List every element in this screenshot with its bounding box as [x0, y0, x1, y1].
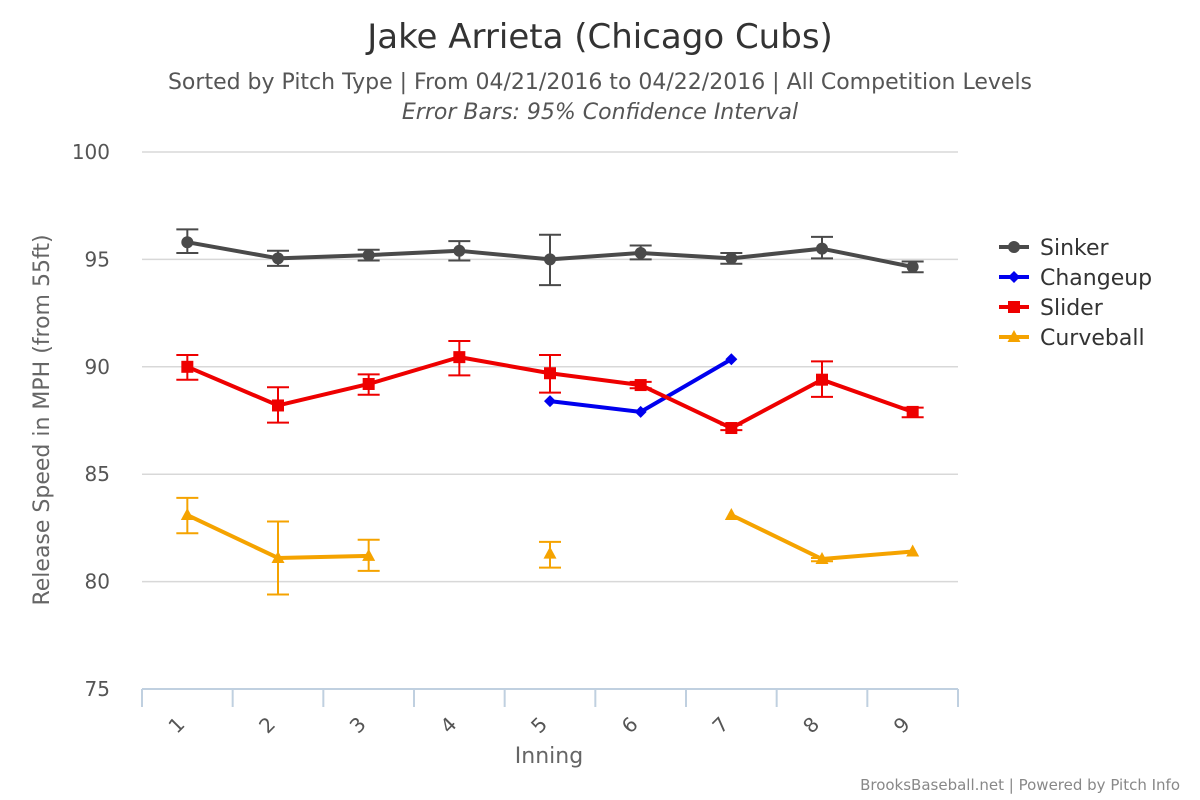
legend: Sinker Changeup Slider Curveball [999, 236, 1152, 351]
sinker-point[interactable] [181, 236, 194, 249]
slider-point[interactable] [906, 405, 919, 418]
x-tick-label-2: 2 [254, 712, 280, 738]
x-tick-label-7: 7 [707, 712, 733, 738]
y-tick-label-95: 95 [85, 247, 110, 271]
y-tick-label-75: 75 [85, 677, 110, 701]
changeup-point[interactable] [544, 395, 556, 408]
curveball-point[interactable] [906, 544, 920, 557]
sinker-point[interactable] [272, 252, 284, 265]
legend-label-changeup: Changeup [1040, 266, 1152, 291]
sinker-point[interactable] [906, 260, 919, 273]
x-tick-label-6: 6 [617, 712, 643, 738]
legend-label-slider: Slider [1040, 296, 1104, 321]
sinker-point[interactable] [453, 244, 466, 257]
legend-item-changeup[interactable]: Changeup [999, 266, 1152, 291]
chart-subtitle: Sorted by Pitch Type | From 04/21/2016 t… [168, 70, 1032, 95]
legend-marker-curveball[interactable] [1007, 330, 1021, 342]
chart-subtitle-error-bars: Error Bars: 95% Confidence Interval [402, 100, 798, 125]
x-axis: 1 2 3 4 5 6 7 8 9 [141, 688, 959, 738]
series-changeup [544, 353, 738, 418]
x-tick-label-8: 8 [798, 712, 824, 738]
y-axis-tick-labels: 75 80 85 90 95 100 [72, 140, 110, 701]
slider-point[interactable] [634, 379, 647, 392]
y-tick-label-100: 100 [72, 140, 110, 164]
sinker-point[interactable] [725, 252, 738, 265]
curveball-point[interactable] [362, 548, 376, 561]
series-group [176, 228, 924, 596]
legend-label-sinker: Sinker [1040, 236, 1110, 261]
sinker-point[interactable] [544, 253, 556, 266]
slider-point[interactable] [544, 367, 556, 380]
y-tick-label-85: 85 [85, 462, 110, 486]
sinker-point[interactable] [816, 242, 828, 255]
curveball-point[interactable] [271, 550, 285, 563]
slider-point[interactable] [272, 399, 284, 412]
x-tick-label-9: 9 [889, 712, 915, 738]
chart-title: Jake Arrieta (Chicago Cubs) [365, 17, 833, 57]
slider-point[interactable] [181, 360, 194, 373]
curveball-point[interactable] [815, 552, 829, 565]
y-tick-label-80: 80 [85, 570, 110, 594]
series-curveball [176, 496, 920, 596]
legend-item-sinker[interactable]: Sinker [999, 236, 1110, 261]
slider-point[interactable] [362, 377, 375, 390]
slider-point[interactable] [453, 351, 466, 364]
x-axis-title: Inning [515, 744, 583, 769]
curveball-point[interactable] [543, 546, 557, 559]
legend-item-slider[interactable]: Slider [999, 296, 1104, 321]
slider-point[interactable] [816, 373, 828, 386]
changeup-point[interactable] [634, 405, 647, 418]
legend-item-curveball[interactable]: Curveball [999, 326, 1145, 351]
y-axis-title: Release Speed in MPH (from 55ft) [30, 234, 55, 605]
slider-point[interactable] [725, 422, 738, 435]
y-tick-label-90: 90 [85, 355, 110, 379]
curveball-point[interactable] [724, 508, 738, 521]
legend-marker-sinker[interactable] [1008, 241, 1020, 253]
sinker-point[interactable] [634, 246, 647, 259]
x-tick-label-1: 1 [163, 712, 189, 738]
series-sinker [176, 228, 924, 287]
x-tick-label-5: 5 [526, 712, 552, 738]
changeup-point[interactable] [725, 353, 738, 366]
x-tick-label-4: 4 [435, 712, 461, 738]
legend-marker-slider[interactable] [1008, 301, 1020, 313]
legend-label-curveball: Curveball [1040, 326, 1145, 351]
curveball-point[interactable] [180, 508, 194, 521]
series-slider [176, 340, 924, 435]
credits[interactable]: BrooksBaseball.net | Powered by Pitch In… [860, 776, 1180, 794]
x-tick-label-3: 3 [345, 712, 371, 738]
sinker-point[interactable] [362, 249, 375, 262]
legend-marker-changeup[interactable] [1008, 271, 1020, 283]
